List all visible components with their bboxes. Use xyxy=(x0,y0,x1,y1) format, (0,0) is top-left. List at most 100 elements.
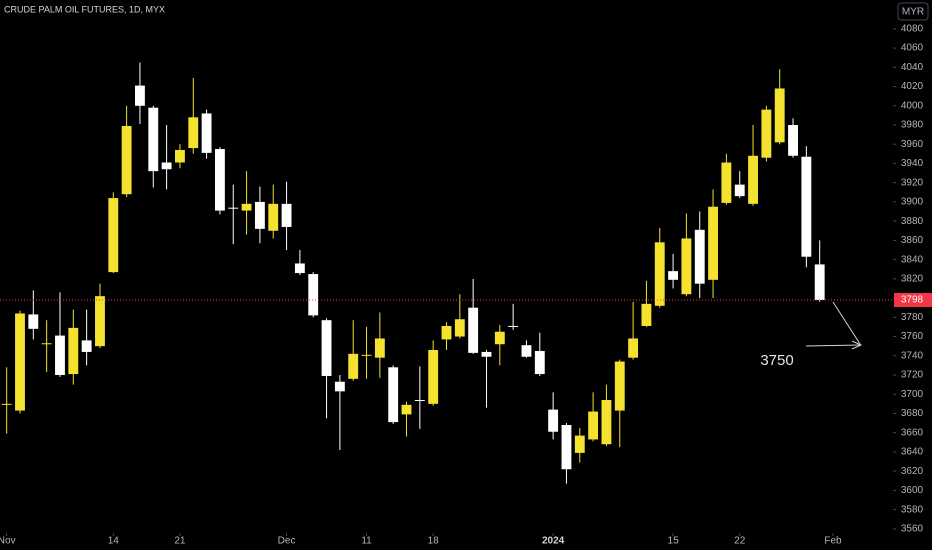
candle-body xyxy=(708,206,718,280)
y-tick-label: 3640 xyxy=(901,447,924,458)
candle-body xyxy=(401,404,412,415)
x-tick-label: 2024 xyxy=(542,536,565,547)
y-tick-label: 3660 xyxy=(901,427,924,438)
candle-body xyxy=(641,303,652,326)
y-tick-label: 3580 xyxy=(901,504,924,515)
x-tick-label: Feb xyxy=(824,536,842,547)
last-price-box xyxy=(894,293,932,307)
candle-body xyxy=(454,319,465,337)
arrow-annotation xyxy=(805,301,863,350)
candle-body xyxy=(774,88,785,143)
candle-body xyxy=(241,203,252,211)
candle-body xyxy=(521,345,532,357)
candle-body xyxy=(628,338,639,358)
candle-body xyxy=(228,207,239,209)
candle-body xyxy=(321,320,332,376)
y-tick-label: 3680 xyxy=(901,408,924,419)
x-tick-label: 15 xyxy=(668,536,680,547)
candle-body xyxy=(801,156,812,257)
candle-body xyxy=(95,296,105,347)
y-tick-label: 4060 xyxy=(901,43,924,54)
candle-body xyxy=(561,425,572,470)
candle-body xyxy=(175,150,185,163)
candle-body xyxy=(374,338,385,358)
candle-body xyxy=(334,381,345,392)
candle-body xyxy=(668,271,679,280)
candle-body xyxy=(721,162,732,203)
x-tick-label: 21 xyxy=(174,536,186,547)
candle-body xyxy=(761,109,772,158)
y-tick-label: 3560 xyxy=(901,523,924,534)
y-tick-label: 3600 xyxy=(901,485,924,496)
candle-body xyxy=(108,198,119,273)
y-tick-label: 3740 xyxy=(901,350,924,361)
y-tick-label: 3880 xyxy=(901,216,924,227)
candle-body xyxy=(388,367,399,423)
candle-body xyxy=(28,314,39,329)
y-tick-label: 4040 xyxy=(901,62,924,73)
candle-body xyxy=(588,411,599,440)
candle-body xyxy=(1,403,12,405)
candle-body xyxy=(41,343,52,345)
candle-body xyxy=(308,274,319,316)
currency-label[interactable]: MYR xyxy=(902,7,924,18)
candle-body xyxy=(681,238,692,295)
candle-body xyxy=(294,263,305,274)
y-tick-label: 3980 xyxy=(901,120,924,131)
y-tick-label: 3720 xyxy=(901,370,924,381)
x-tick-label: 22 xyxy=(734,536,746,547)
y-tick-label: 4000 xyxy=(901,100,924,111)
candle-body xyxy=(361,354,372,356)
candle-body xyxy=(694,229,705,284)
y-tick-label: 3820 xyxy=(901,273,924,284)
candle-body xyxy=(814,264,825,300)
candle-body xyxy=(428,350,439,404)
candle-body xyxy=(734,184,745,197)
y-tick-label: 4080 xyxy=(901,23,924,34)
candle-body xyxy=(268,203,279,231)
candle-body xyxy=(81,340,92,352)
last-price-label: 3798 xyxy=(901,295,924,306)
candle-body xyxy=(548,409,559,432)
annotation-text: 3750 xyxy=(760,352,793,369)
candle-body xyxy=(601,400,612,445)
candle-body xyxy=(348,353,359,379)
y-tick-label: 3920 xyxy=(901,177,924,188)
candle-body xyxy=(55,335,65,375)
x-tick-label: 11 xyxy=(361,536,372,547)
y-tick-label: 3700 xyxy=(901,389,924,400)
candle-body xyxy=(148,107,159,172)
candle-body xyxy=(481,351,492,357)
candle-body xyxy=(654,242,665,306)
candle-body xyxy=(15,313,25,411)
candle-body xyxy=(748,155,758,204)
currency-box[interactable] xyxy=(897,2,929,21)
candle-body xyxy=(614,361,625,411)
y-tick-label: 3780 xyxy=(901,312,924,323)
y-tick-label: 3620 xyxy=(901,466,924,477)
candle-body xyxy=(281,203,292,227)
y-tick-label: 3900 xyxy=(901,197,924,208)
candle-body xyxy=(214,149,225,211)
candle-body xyxy=(508,325,519,327)
candle-body xyxy=(494,331,505,345)
chart-title: CRUDE PALM OIL FUTURES, 1D, MYX xyxy=(4,4,165,14)
y-tick-label: 3840 xyxy=(901,254,924,265)
candle-body xyxy=(468,307,479,353)
candle-body xyxy=(135,85,145,106)
y-tick-label: 3960 xyxy=(901,139,924,150)
candle-body xyxy=(534,350,545,375)
x-tick-label: 18 xyxy=(428,536,440,547)
candle-body xyxy=(788,125,798,156)
y-tick-label: 3860 xyxy=(901,235,924,246)
candle-body xyxy=(121,125,132,195)
x-tick-label: 14 xyxy=(108,536,120,547)
x-tick-label: Nov xyxy=(0,536,16,547)
candle-body xyxy=(201,113,212,153)
candle-body xyxy=(68,327,79,375)
candle-body xyxy=(441,325,452,340)
x-tick-label: Dec xyxy=(278,536,296,547)
candle-body xyxy=(254,201,265,229)
y-tick-label: 3760 xyxy=(901,331,924,342)
